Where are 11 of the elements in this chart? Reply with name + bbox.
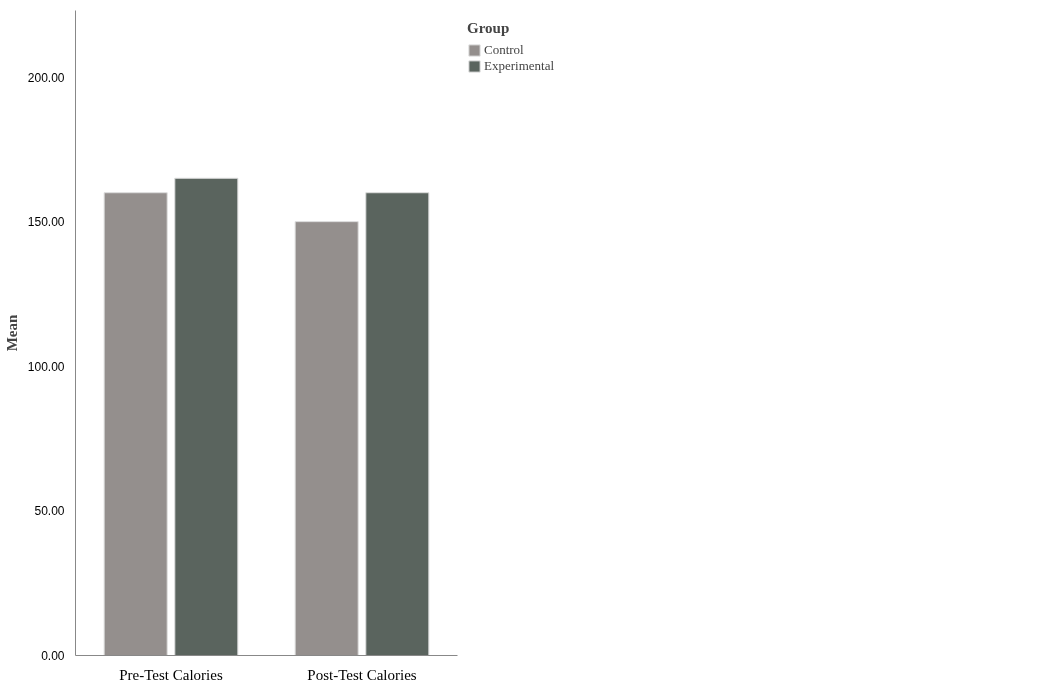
- legend-label: Experimental: [484, 58, 555, 74]
- x-tick-label: Pre-Test Calories: [119, 666, 223, 683]
- y-tick-label: 200.00: [27, 70, 65, 85]
- y-axis-title: Mean: [3, 314, 20, 352]
- y-tick-label: 150.00: [27, 215, 65, 230]
- y-tick-label: 100.00: [27, 359, 65, 374]
- x-tick-label: Post-Test Calories: [307, 666, 417, 683]
- y-tick-label: 0.00: [41, 649, 65, 663]
- legend-label: Control: [484, 42, 524, 58]
- legend-title: Group: [467, 20, 511, 37]
- y-tick-label: 50.00: [34, 504, 65, 519]
